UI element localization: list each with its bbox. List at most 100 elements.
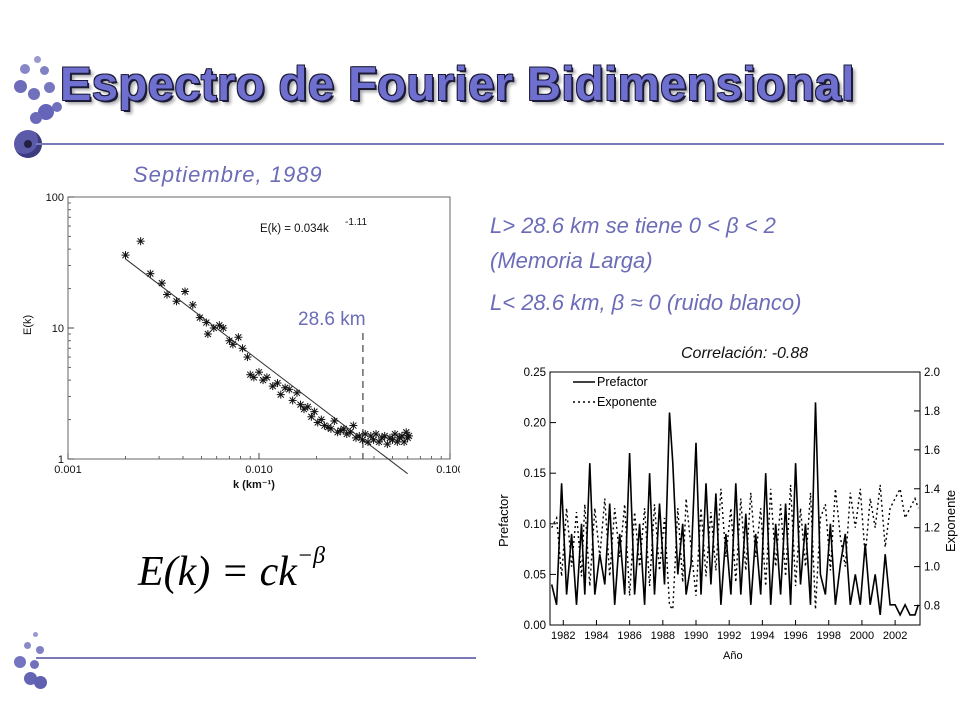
spectrum-point-d2 [235, 333, 242, 341]
spectrum-point [203, 329, 212, 338]
timeseries-xtick-label: 1986 [617, 630, 641, 642]
spectrum-point-d2 [311, 408, 318, 415]
spectrum-point-d2 [317, 416, 325, 423]
spectrum-point-d2 [137, 237, 144, 245]
spectrum-point-d2 [361, 430, 369, 438]
spectrum-point [195, 313, 204, 322]
footer-rule [36, 657, 476, 659]
spectrum-point [262, 373, 271, 382]
spectrum-point-d2 [147, 270, 154, 277]
chart-subtitle: Septiembre, 1989 [133, 162, 323, 187]
spectrum-point-d2 [274, 379, 281, 387]
spectrum-point [234, 333, 243, 342]
spectrum-point-d2 [210, 324, 218, 332]
note-white-noise: L< 28.6 km, β ≈ 0 (ruido blanco) [490, 290, 802, 315]
spectrum-point [349, 421, 358, 430]
spectrum-point-d2 [189, 301, 197, 309]
spectrum-ylabel: E(k) [22, 315, 34, 335]
spectrum-xtick-label: 0.001 [54, 464, 82, 476]
note-long-memory-text: L> 28.6 km se tiene 0 < β < 2 [490, 213, 776, 238]
formula-main: E(k) = ck [138, 549, 297, 595]
spectrum-point [303, 402, 312, 411]
timeseries-ytick-label: 0.05 [524, 569, 546, 581]
timeseries-ytick-label: 0.15 [524, 468, 546, 480]
spectrum-point [346, 428, 355, 437]
spectrum-ytick-label: 1 [58, 454, 64, 466]
spectrum-point-d2 [122, 251, 129, 259]
spectrum-point-d2 [350, 422, 357, 429]
spectrum-point [326, 424, 335, 433]
spectrum-point-d2 [263, 374, 271, 381]
spectrum-point [121, 251, 130, 260]
legend-prefactor: Prefactor [597, 375, 648, 389]
formula-exponent: −β [296, 543, 326, 569]
spectrum-point [225, 336, 234, 345]
spectrum-point-d2 [255, 368, 263, 376]
spectrum-point-d2 [202, 319, 210, 326]
timeseries-xtick-label: 1982 [551, 630, 575, 642]
series-exponente-line [551, 484, 919, 612]
spectrum-ytick-label: 100 [46, 192, 64, 204]
timeseries-xtick-label: 1998 [817, 630, 841, 642]
spectrum-point [276, 390, 285, 399]
timeseries-ylabel: Prefactor [496, 494, 511, 547]
spectrum-point [288, 396, 297, 405]
timeseries-ytick-label: 0.20 [524, 418, 546, 430]
spectrum-point [404, 431, 413, 440]
spectrum-point-d2 [173, 297, 180, 305]
spectrum-point [296, 400, 305, 409]
spectrum-point [157, 279, 166, 288]
spectrum-point [238, 344, 247, 353]
spectrum-point [273, 379, 282, 388]
timeseries-xlabel: Año [723, 650, 743, 662]
timeseries-y2tick-label: 1.0 [924, 562, 940, 574]
spectrum-point [310, 407, 319, 416]
spectrum-point [317, 415, 326, 424]
spectrum-point [163, 290, 172, 299]
spectrum-point-d2 [269, 382, 277, 390]
spectrum-frame [67, 196, 451, 460]
spectrum-point [339, 424, 348, 433]
spectrum-point [390, 430, 399, 439]
timeseries-y2tick-label: 1.6 [924, 445, 940, 457]
spectrum-point-d2 [250, 374, 258, 381]
spectrum-point-d2 [226, 337, 233, 345]
spectrum-point-d2 [204, 330, 212, 338]
spectrum-xlabel: k (km⁻¹) [233, 479, 275, 491]
spectrum-point [268, 382, 277, 391]
spectrum-xtick-label: 0.100 [436, 464, 460, 476]
note-long-memory-sub: (Memoria Larga) [490, 248, 653, 273]
timeseries-y2tick-label: 2.0 [924, 367, 940, 379]
spectrum-ytick-label: 10 [52, 323, 64, 335]
timeseries-xtick-label: 2002 [883, 630, 907, 642]
correlation-label: Correlación: -0.88 [681, 345, 809, 362]
timeseries-xtick-label: 1994 [750, 630, 774, 642]
spectrum-point-d2 [340, 425, 348, 433]
spectrum-formula: E(k) = ck−β [138, 543, 325, 596]
spectrum-point-d2 [405, 432, 413, 440]
spectrum-point [188, 300, 197, 309]
timeseries-ytick-label: 0.10 [524, 519, 546, 531]
spectrum-point-d2 [293, 389, 301, 397]
spectrum-point-d2 [304, 403, 312, 411]
spectrum-point-d2 [391, 430, 399, 438]
spectrum-point-d2 [244, 353, 251, 361]
spectrum-point [172, 297, 181, 306]
spectrum-point-d2 [239, 344, 246, 352]
spectrum-point [361, 430, 370, 439]
spectrum-point [375, 437, 384, 446]
timeseries-xtick-label: 1988 [651, 630, 675, 642]
spectrum-point [219, 324, 228, 332]
timeseries-ytick-label: 0.25 [524, 367, 546, 379]
spectrum-point-d2 [289, 397, 296, 404]
spectrum-point-d2 [384, 440, 391, 448]
series-prefactor-line [550, 402, 920, 617]
spectrum-point-d2 [285, 386, 293, 393]
spectrum-point [181, 287, 190, 296]
note-long-memory: L> 28.6 km se tiene 0 < β < 2 [490, 213, 776, 239]
spectrum-point-d2 [181, 288, 189, 295]
spectrum-point-d2 [402, 428, 410, 436]
timeseries-chart: 1982 1984 1986 1988 1990 1992 1994 1996 1998 2000… [495, 362, 960, 662]
spectrum-point-d2 [259, 376, 267, 384]
spectrum-point-d2 [346, 428, 354, 436]
